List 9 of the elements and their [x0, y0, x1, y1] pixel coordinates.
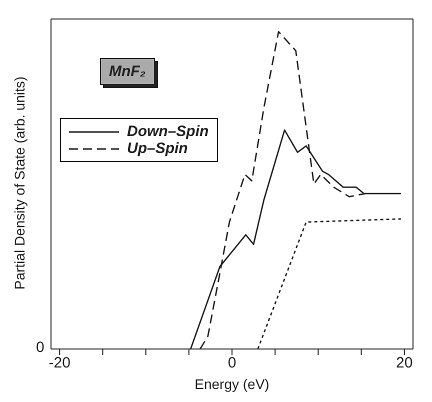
x-tick-label: 20	[396, 354, 413, 372]
text: 0	[36, 339, 44, 357]
legend-label: Down–Spin	[127, 123, 209, 140]
x-tick-label: -20	[48, 354, 70, 372]
x-axis-title: Energy (eV)	[194, 376, 270, 392]
legend-label: Up–Spin	[127, 140, 188, 157]
annotation: MnF₂	[100, 58, 155, 85]
x-tick-label: 0	[228, 354, 236, 372]
y-axis-title: Partial Density of State (arb. units)	[12, 76, 28, 290]
